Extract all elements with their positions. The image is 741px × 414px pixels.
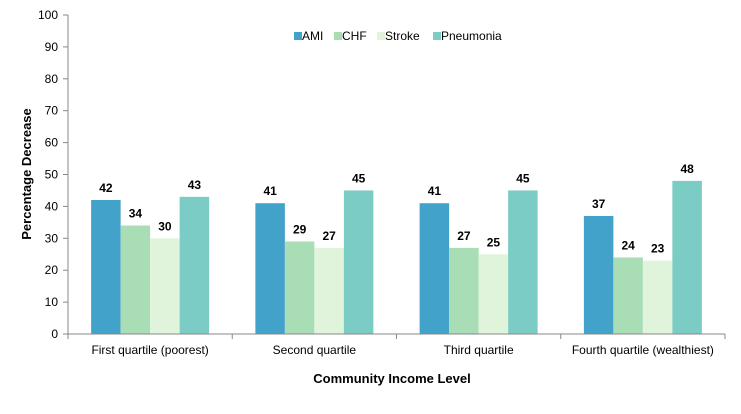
bar-stroke xyxy=(642,260,673,334)
bar-pneumonia xyxy=(343,190,374,334)
data-label: 23 xyxy=(651,242,665,256)
bar-pneumonia xyxy=(508,190,538,334)
data-label: 25 xyxy=(487,235,501,249)
data-label: 45 xyxy=(516,171,530,185)
data-label: 48 xyxy=(680,162,694,176)
bar-pneumonia xyxy=(672,180,702,334)
data-label: 29 xyxy=(293,222,307,236)
bar-chf xyxy=(613,257,643,334)
data-label: 27 xyxy=(457,229,471,243)
y-tick-label: 20 xyxy=(45,263,59,277)
legend-label: Pneumonia xyxy=(441,29,502,43)
y-tick-label: 100 xyxy=(38,8,58,22)
bar-ami xyxy=(255,203,285,334)
bar-ami xyxy=(91,200,121,334)
bar-chf xyxy=(120,225,151,334)
bar-chf xyxy=(449,247,479,334)
data-label: 27 xyxy=(322,229,336,243)
bar-chf xyxy=(284,241,315,334)
bars-layer: 42 41 41 37 34 29 27 24 30 27 25 23 43 45 45 48 xyxy=(91,162,702,334)
data-label: 41 xyxy=(428,184,442,198)
data-label: 37 xyxy=(592,197,606,211)
bar-stroke xyxy=(150,238,180,334)
data-label: 30 xyxy=(158,219,172,233)
legend: AMI CHF Stroke Pneumonia xyxy=(294,29,502,43)
legend-swatch-stroke xyxy=(377,32,385,40)
x-tick-label: Third quartile xyxy=(444,343,514,357)
legend-label: AMI xyxy=(302,29,323,43)
legend-label: CHF xyxy=(342,29,367,43)
y-tick-label: 10 xyxy=(45,295,59,309)
y-tick-label: 90 xyxy=(45,40,59,54)
y-tick-label: 50 xyxy=(45,168,59,182)
y-tick-label: 70 xyxy=(45,104,59,118)
data-label: 34 xyxy=(129,207,143,221)
bar-pneumonia xyxy=(179,196,210,334)
legend-swatch-ami xyxy=(294,32,302,40)
x-tick-label: Fourth quartile (wealthiest) xyxy=(572,343,714,357)
bar-ami xyxy=(583,215,614,334)
legend-label: Stroke xyxy=(385,29,420,43)
y-tick-label: 30 xyxy=(45,231,59,245)
bar-stroke xyxy=(314,247,344,334)
legend-swatch-pneumonia xyxy=(433,32,441,40)
y-axis-title: Percentage Decrease xyxy=(19,108,34,240)
x-tick-label: First quartile (poorest) xyxy=(91,343,208,357)
y-tick-label: 0 xyxy=(51,327,58,341)
y-tick-label: 80 xyxy=(45,72,59,86)
y-tick-label: 60 xyxy=(45,136,59,150)
legend-swatch-chf xyxy=(334,32,342,40)
data-label: 41 xyxy=(263,184,277,198)
axes-layer: 0 10 20 30 40 50 60 70 80 90 100 First quartile (po… xyxy=(38,8,726,357)
data-label: 45 xyxy=(352,171,366,185)
bar-ami xyxy=(419,203,450,334)
y-tick-label: 40 xyxy=(45,199,59,213)
x-axis-title: Community Income Level xyxy=(313,371,470,386)
data-label: 24 xyxy=(621,238,635,252)
data-label: 42 xyxy=(99,181,113,195)
data-label: 43 xyxy=(188,178,202,192)
bar-stroke xyxy=(478,254,509,334)
x-tick-label: Second quartile xyxy=(273,343,357,357)
